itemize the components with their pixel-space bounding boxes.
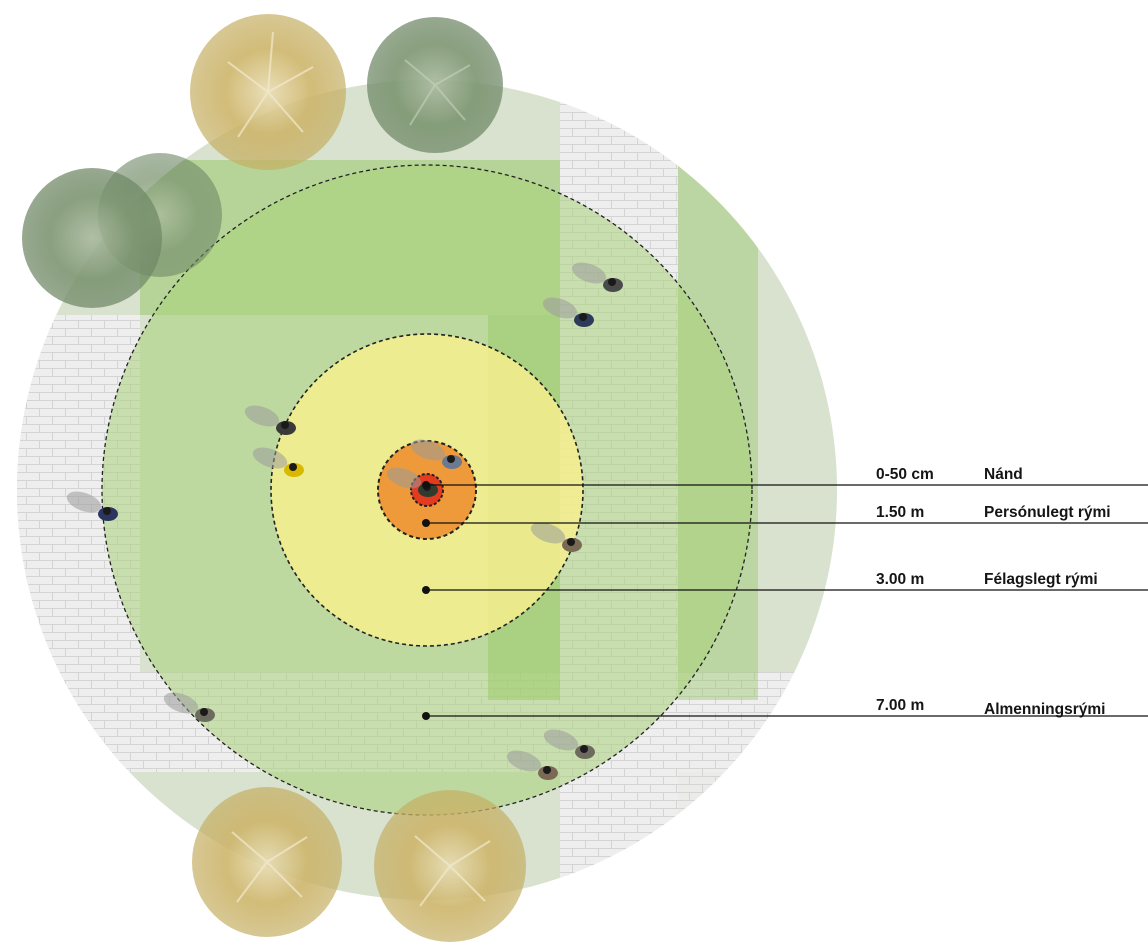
trees xyxy=(22,14,526,942)
intimate-name-label: Nánd xyxy=(984,466,1023,483)
person-top-view-icon xyxy=(410,439,462,469)
personal-name-label: Persónulegt rými xyxy=(984,504,1111,521)
person-top-view-icon xyxy=(252,447,304,477)
person-top-view-icon xyxy=(530,522,582,552)
public-distance-label: 7.00 m xyxy=(876,697,924,714)
intimate-distance-label: 0-50 cm xyxy=(876,466,934,483)
person-top-view-icon xyxy=(571,262,623,292)
public-name-label: Almenningsrými xyxy=(984,701,1105,718)
person-top-view-icon xyxy=(244,405,296,435)
zone-markers xyxy=(422,481,1148,720)
tree-canopy-icon xyxy=(190,14,346,170)
social-name-label: Félagslegt rými xyxy=(984,571,1098,588)
person-top-view-icon xyxy=(506,750,558,780)
personal-distance-label: 1.50 m xyxy=(876,504,924,521)
people xyxy=(66,262,623,780)
person-top-view-icon xyxy=(66,491,118,521)
tree-canopy-icon xyxy=(192,787,342,937)
tree-canopy-icon xyxy=(367,17,503,153)
person-top-view-icon xyxy=(163,692,215,722)
person-top-view-icon xyxy=(543,729,595,759)
tree-canopy-icon xyxy=(22,168,162,308)
social-distance-label: 3.00 m xyxy=(876,571,924,588)
zone-labels: 0-50 cm Nánd 1.50 m Persónulegt rými 3.0… xyxy=(876,466,1111,718)
person-top-view-icon xyxy=(542,297,594,327)
tree-canopy-icon xyxy=(374,790,526,942)
